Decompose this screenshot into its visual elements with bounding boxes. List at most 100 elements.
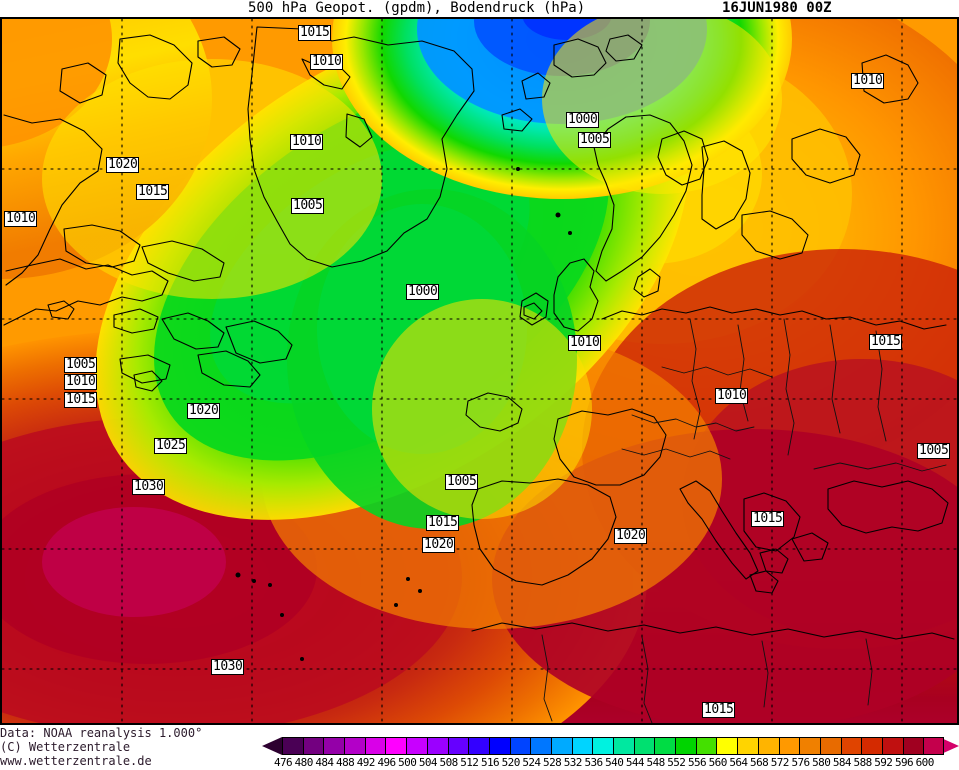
color-scale-tick-label: 544: [625, 756, 645, 769]
color-scale-over-cap: [939, 737, 959, 755]
isobar-label: 1015: [869, 334, 903, 350]
map-frame[interactable]: 1010 1020 1015 1005 1010 1010 1015 1000 1005 1000…: [0, 17, 959, 725]
color-scale-tick-label: 584: [832, 756, 852, 769]
color-swatch: [799, 737, 820, 755]
color-swatch: [757, 737, 779, 755]
color-scale-tick-label: 572: [770, 756, 790, 769]
color-scale-under-cap: [262, 737, 282, 755]
color-swatch: [364, 737, 386, 755]
color-scale-tick-label: 528: [543, 756, 562, 769]
color-scale-tick-label: 480: [294, 756, 314, 769]
color-swatch: [426, 737, 448, 755]
color-scale-tick-label: 496: [377, 756, 396, 769]
attribution-data-source: Data: NOAA reanalysis 1.000°: [0, 726, 203, 740]
isobar-label: 1020: [106, 157, 140, 173]
color-scale-tick-label: 552: [667, 756, 686, 769]
color-scale-tick-label: 508: [439, 756, 459, 769]
isobar-label: 1015: [64, 392, 98, 408]
color-scale-tick-label: 576: [791, 756, 810, 769]
color-swatch: [406, 737, 427, 755]
isobar-label: 1015: [702, 702, 736, 718]
color-swatch: [282, 737, 303, 755]
isobar-label: 1010: [851, 73, 885, 89]
color-swatch: [571, 737, 593, 755]
isobar-label: 1020: [422, 537, 456, 553]
color-swatch: [302, 737, 324, 755]
color-scale-tick-label: 580: [812, 756, 831, 769]
isobar-label: 1015: [751, 511, 785, 527]
isobar-label: 1000: [566, 112, 600, 128]
color-scale-tick-label: 564: [729, 756, 748, 769]
color-scale-swatches: [282, 737, 944, 755]
attribution-website[interactable]: www.wetterzentrale.de: [0, 754, 152, 768]
isobar-label: 1020: [614, 528, 648, 544]
color-swatch: [819, 737, 841, 755]
isobar-label: 1005: [917, 443, 951, 459]
color-scale-tick-label: 516: [480, 756, 500, 769]
color-swatch: [881, 737, 903, 755]
isobar-label: 1030: [132, 479, 166, 495]
color-scale-tick-label: 488: [336, 756, 355, 769]
color-swatch: [861, 737, 882, 755]
isobar-label: 1025: [154, 438, 188, 454]
color-swatch: [509, 737, 531, 755]
color-scale-tick-label: 600: [915, 756, 935, 769]
color-scale-tick-label: 568: [750, 756, 769, 769]
color-swatch: [550, 737, 572, 755]
color-swatch: [778, 737, 800, 755]
isobar-label: 1030: [211, 659, 245, 675]
color-scale-tick-label: 592: [874, 756, 893, 769]
color-swatch: [613, 737, 634, 755]
isobar-label: 1010: [290, 134, 324, 150]
coastlines-layer: [2, 19, 957, 723]
color-scale-ticks: 476 480 484 488 492 496 500 504 508 512 516 520 524 5…: [262, 756, 959, 770]
color-scale: 476 480 484 488 492 496 500 504 508 512 516 520 524 5…: [262, 737, 959, 770]
color-scale-tick-label: 524: [522, 756, 541, 769]
color-swatch: [737, 737, 758, 755]
isobar-label: 1005: [445, 474, 479, 490]
page-title: 500 hPa Geopot. (gpdm), Bodendruck (hPa): [248, 0, 586, 16]
color-scale-tick-label: 560: [708, 756, 728, 769]
isobar-label: 1015: [426, 515, 460, 531]
map-canvas[interactable]: 1010 1020 1015 1005 1010 1010 1015 1000 1005 1000…: [2, 19, 957, 723]
isobar-label: 1010: [64, 374, 98, 390]
map-datetime: 16JUN1980 00Z: [722, 0, 832, 16]
color-swatch: [344, 737, 365, 755]
color-scale-tick-label: 504: [418, 756, 438, 769]
color-scale-tick-label: 556: [687, 756, 707, 769]
color-scale-tick-label: 484: [315, 756, 334, 769]
color-scale-tick-label: 588: [853, 756, 873, 769]
color-scale-tick-label: 500: [398, 756, 417, 769]
color-scale-tick-label: 532: [563, 756, 583, 769]
color-swatch: [716, 737, 738, 755]
color-swatch: [468, 737, 489, 755]
isobar-label: 1020: [187, 403, 221, 419]
isobar-label: 1015: [298, 25, 332, 41]
attribution-copyright: (C) Wetterzentrale: [0, 740, 131, 754]
color-swatch: [654, 737, 676, 755]
color-swatch: [695, 737, 717, 755]
isobar-label: 1005: [64, 357, 98, 373]
color-swatch: [923, 737, 944, 755]
isobar-label: 1005: [291, 198, 325, 214]
color-swatch: [840, 737, 862, 755]
color-swatch: [447, 737, 469, 755]
isobar-label: 1010: [568, 335, 602, 351]
color-scale-tick-label: 476: [273, 756, 293, 769]
isobar-label: 1015: [136, 184, 170, 200]
isobar-label: 1005: [578, 132, 612, 148]
color-swatch: [323, 737, 345, 755]
color-scale-tick-label: 492: [356, 756, 376, 769]
color-swatch: [592, 737, 613, 755]
color-scale-tick-label: 596: [894, 756, 914, 769]
isobar-label: 1000: [406, 284, 440, 300]
color-swatch: [675, 737, 696, 755]
color-scale-tick-label: 512: [460, 756, 479, 769]
color-swatch: [488, 737, 510, 755]
color-swatch: [633, 737, 655, 755]
color-scale-tick-label: 540: [605, 756, 624, 769]
color-scale-tick-label: 536: [584, 756, 603, 769]
color-scale-tick-label: 548: [646, 756, 666, 769]
color-scale-tick-label: 520: [501, 756, 521, 769]
